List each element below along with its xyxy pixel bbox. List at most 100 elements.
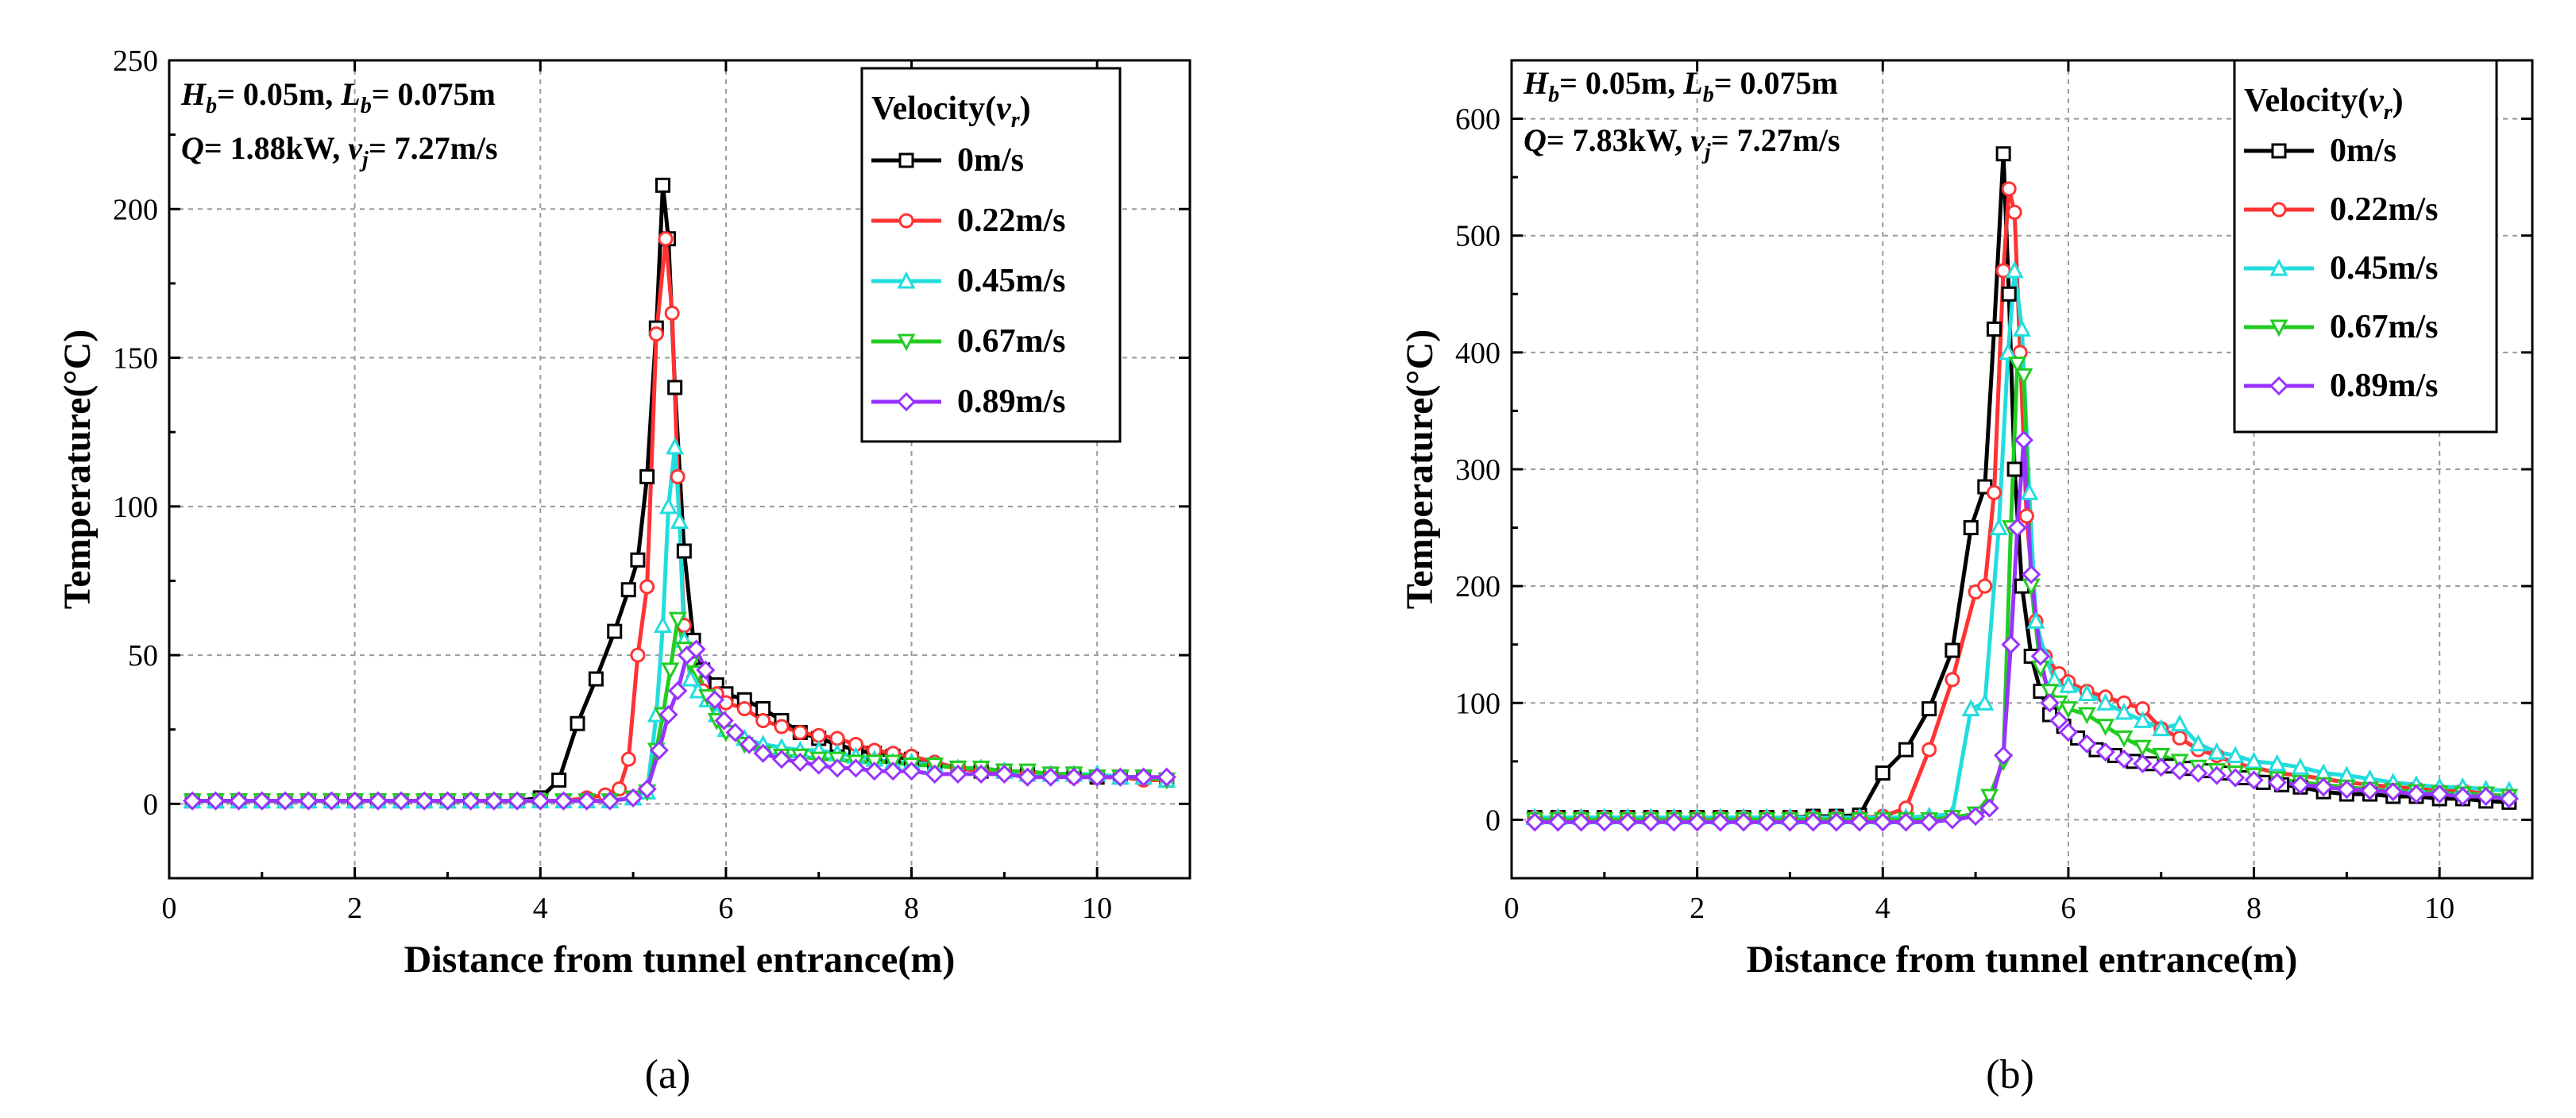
data-point-series-2 <box>666 437 685 455</box>
x-tick-label: 0 <box>1504 892 1520 925</box>
data-point-series-4 <box>438 791 458 811</box>
data-point-series-0 <box>570 715 585 731</box>
data-point-series-4 <box>846 758 866 778</box>
data-point-series-4 <box>705 690 725 710</box>
data-point-series-3 <box>2059 701 2078 719</box>
data-point-series-2 <box>653 615 672 634</box>
data-point-series-2 <box>1975 693 1995 711</box>
x-tick-label: 2 <box>347 892 362 925</box>
data-point-series-1 <box>670 468 686 484</box>
data-point-series-4 <box>883 761 903 781</box>
legend-label-4: 0.89m/s <box>2330 368 2439 404</box>
data-point-series-4 <box>994 764 1014 785</box>
y-tick-label: 250 <box>113 44 158 78</box>
data-point-series-4 <box>2406 784 2427 804</box>
x-tick-label: 10 <box>1082 892 1112 925</box>
data-point-series-2 <box>2059 676 2078 693</box>
data-point-series-4 <box>2133 754 2153 773</box>
data-point-series-4 <box>2207 765 2226 785</box>
data-point-series-4 <box>2007 518 2027 538</box>
data-point-series-1 <box>639 579 655 595</box>
data-point-series-4 <box>1664 812 1684 832</box>
data-point-series-1 <box>755 712 771 728</box>
data-point-series-3 <box>2077 707 2096 725</box>
panel-label: (b) <box>1986 1052 2034 1097</box>
data-point-series-4 <box>345 791 365 811</box>
x-tick-label: 6 <box>718 892 733 925</box>
legend: Velocity(vr) 0m/s 0.22m/s 0.45m/s 0.67m/s 0.8… <box>2233 59 2498 434</box>
annotation-conditions: Q= 7.83kW, vj= 7.27m/s <box>1524 122 1840 164</box>
data-point-series-0 <box>655 177 670 193</box>
data-point-series-4 <box>600 791 620 811</box>
data-point-series-2 <box>2026 611 2045 629</box>
data-point-series-1 <box>612 781 628 797</box>
data-point-series-2 <box>682 669 701 687</box>
legend-label-2: 0.45m/s <box>2330 250 2439 287</box>
data-point-series-2 <box>2207 742 2226 760</box>
data-point-series-4 <box>206 791 226 811</box>
data-point-series-2 <box>2013 319 2031 337</box>
legend-marker-3 <box>2269 319 2288 337</box>
data-point-series-4 <box>1064 767 1084 787</box>
data-point-series-4 <box>507 791 527 811</box>
data-point-series-4 <box>971 764 991 785</box>
data-point-series-0 <box>1898 742 1914 758</box>
series-group <box>1525 146 2519 832</box>
data-point-series-2 <box>2020 483 2039 500</box>
data-point-series-4 <box>790 752 810 773</box>
y-tick-label: 0 <box>1485 804 1500 837</box>
data-point-series-2 <box>1989 518 2008 536</box>
data-point-series-2 <box>2170 714 2189 732</box>
legend-title: Velocity(vr) <box>2244 83 2404 125</box>
legend-marker-0 <box>2271 143 2287 159</box>
data-point-series-3 <box>2114 730 2134 748</box>
data-point-series-4 <box>1710 812 1730 832</box>
data-point-series-4 <box>1571 812 1591 832</box>
data-point-series-3 <box>2133 739 2152 758</box>
y-tick-label: 500 <box>1455 220 1500 253</box>
data-point-series-4 <box>771 750 792 769</box>
data-point-series-4 <box>183 791 203 811</box>
data-point-series-0 <box>676 543 692 559</box>
data-point-series-4 <box>1979 798 1999 818</box>
data-point-series-4 <box>1110 767 1130 787</box>
data-point-series-4 <box>1919 812 1939 832</box>
data-point-series-4 <box>2077 734 2097 754</box>
legend-box <box>860 67 1122 443</box>
data-point-series-4 <box>668 680 688 701</box>
data-point-series-1 <box>792 724 808 740</box>
legend-label-1: 0.22m/s <box>957 202 1066 239</box>
data-point-series-4 <box>649 740 669 761</box>
data-point-series-1 <box>1921 742 1937 758</box>
legend-marker-0 <box>898 152 914 168</box>
data-point-series-1 <box>664 305 680 321</box>
data-point-series-2 <box>2188 734 2207 752</box>
legend-title: Velocity(vr) <box>871 91 1031 133</box>
data-point-series-4 <box>2337 780 2357 800</box>
data-point-series-0 <box>620 582 636 598</box>
data-point-series-4 <box>1594 812 1614 832</box>
data-point-series-2 <box>2245 751 2264 769</box>
data-point-series-3 <box>2152 748 2171 765</box>
data-point-series-1 <box>658 231 674 247</box>
data-point-series-4 <box>2383 781 2403 802</box>
y-tick-label: 200 <box>113 193 158 226</box>
data-point-series-0 <box>2006 461 2022 477</box>
data-point-series-1 <box>2006 204 2022 220</box>
x-tick-label: 4 <box>1875 892 1890 925</box>
data-point-series-4 <box>902 761 921 781</box>
legend-marker-3 <box>897 333 916 352</box>
data-point-series-2 <box>2077 684 2096 702</box>
data-point-series-4 <box>696 660 716 680</box>
data-point-series-4 <box>2058 722 2079 742</box>
data-point-series-4 <box>2499 788 2519 809</box>
x-tick-label: 0 <box>162 892 177 925</box>
data-point-series-3 <box>2041 684 2060 701</box>
data-point-series-4 <box>1965 806 1986 827</box>
data-point-series-3 <box>661 662 680 680</box>
data-point-series-4 <box>753 743 773 763</box>
y-tick-label: 300 <box>1455 453 1500 487</box>
